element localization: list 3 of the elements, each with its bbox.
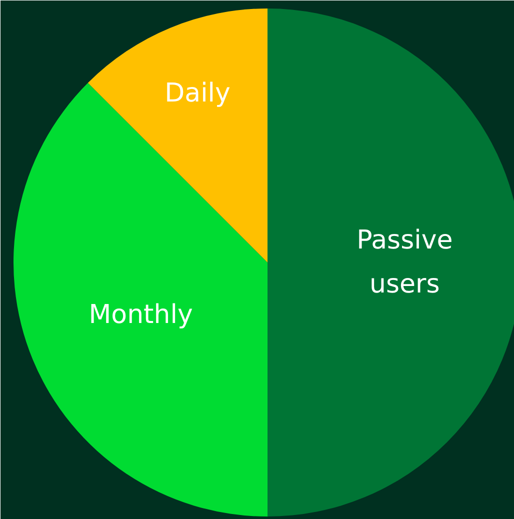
slice-label: Passive users	[356, 226, 453, 300]
slice-label: Monthly	[88, 300, 193, 330]
slice-label: Daily	[164, 78, 230, 109]
